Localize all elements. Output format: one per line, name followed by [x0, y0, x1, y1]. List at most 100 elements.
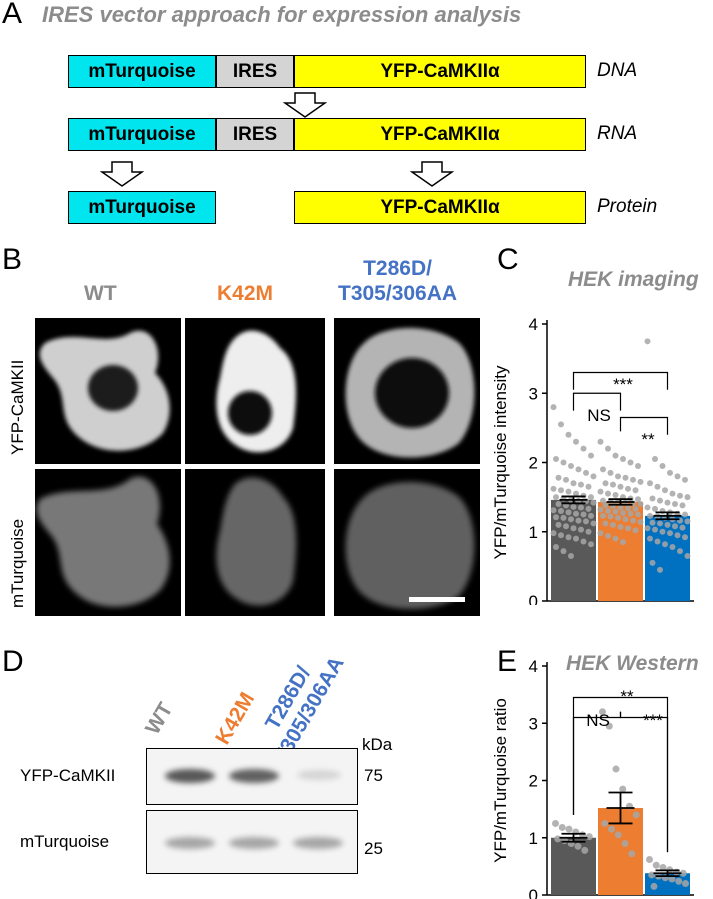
- chart-hek-imaging: YFP/mTurquoise intensity 0 1 2 3 4 ***NS **: [491, 315, 694, 605]
- panel-a-title: IRES vector approach for expression anal…: [42, 2, 522, 27]
- blot-yfp: [146, 748, 358, 805]
- segment-ires: IRES: [216, 118, 294, 151]
- data-point: [675, 877, 683, 885]
- data-point: [605, 507, 611, 514]
- data-point: [669, 490, 676, 497]
- data-point: [615, 514, 621, 521]
- significance-label: ***: [643, 711, 663, 730]
- segment-mturquoise: mTurquoise: [68, 191, 216, 224]
- data-point: [573, 535, 579, 542]
- data-point: [588, 452, 594, 459]
- y-tick-label: 3: [529, 384, 538, 403]
- data-point: [644, 338, 651, 345]
- blot-label-yfp: YFP-CaMKII: [20, 766, 116, 785]
- data-point: [652, 861, 660, 869]
- data-point: [597, 506, 604, 513]
- data-point: [605, 722, 613, 730]
- data-point: [605, 445, 611, 452]
- data-point: [560, 514, 567, 521]
- segment-mturquoise: mTurquoise: [68, 55, 216, 88]
- data-point: [625, 485, 631, 492]
- data-point: [578, 504, 584, 511]
- data-point: [662, 541, 668, 548]
- y-tick-label: 3: [529, 714, 538, 733]
- data-point: [608, 825, 615, 833]
- data-point: [590, 499, 597, 506]
- data-point: [667, 469, 673, 476]
- data-point: [635, 511, 641, 518]
- data-point: [599, 708, 606, 716]
- row-label-protein: Protein: [597, 196, 658, 217]
- data-point: [578, 481, 584, 488]
- data-point: [625, 525, 631, 532]
- data-point: [617, 483, 624, 490]
- data-point: [632, 811, 640, 819]
- data-point: [649, 495, 656, 502]
- panel-d-lane-wt: WT: [141, 698, 178, 739]
- data-point: [657, 520, 663, 527]
- arrow-down-icon: [100, 161, 144, 187]
- data-point: [646, 856, 653, 864]
- data-point: [553, 514, 559, 521]
- data-point: [622, 516, 629, 523]
- data-point: [657, 566, 663, 573]
- data-point: [632, 487, 639, 494]
- y-tick-label: 4: [529, 315, 538, 334]
- data-point: [580, 445, 587, 452]
- data-point: [672, 523, 678, 530]
- data-point: [614, 831, 622, 839]
- arrow-down-icon: [283, 92, 327, 118]
- significance-label: ***: [613, 375, 633, 394]
- data-point: [558, 823, 566, 831]
- data-point: [684, 518, 691, 525]
- data-point: [602, 480, 609, 487]
- data-point: [568, 462, 574, 469]
- data-point: [553, 456, 559, 463]
- significance-bracket: [572, 392, 622, 411]
- data-point: [654, 483, 661, 490]
- y-tick-label: 1: [529, 829, 538, 848]
- data-point: [657, 497, 663, 504]
- data-point: [552, 819, 559, 827]
- data-point: [602, 520, 609, 527]
- data-point: [555, 501, 562, 508]
- y-axis-label: YFP/mTurquoise intensity: [491, 365, 510, 559]
- data-point: [565, 488, 572, 495]
- data-point: [570, 503, 577, 510]
- data-point: [597, 438, 604, 445]
- data-point: [684, 552, 691, 559]
- data-point: [659, 462, 666, 469]
- data-point: [563, 476, 569, 483]
- data-point: [568, 516, 574, 523]
- data-point: [679, 502, 686, 509]
- data-point: [667, 530, 673, 537]
- data-point: [600, 497, 606, 504]
- data-point: [558, 507, 564, 514]
- data-point: [555, 521, 562, 528]
- segment-ires: IRES: [216, 55, 294, 88]
- blot-band-yfp-k42m: [229, 769, 279, 783]
- data-point: [637, 519, 644, 526]
- data-point: [607, 469, 614, 476]
- data-point: [632, 527, 639, 534]
- data-point: [585, 483, 592, 490]
- data-point: [563, 523, 569, 530]
- data-point: [570, 525, 577, 532]
- panel-b-label-k42m: K42M: [217, 282, 274, 305]
- blot-band-yfp-wt: [165, 769, 215, 783]
- data-point: [612, 765, 620, 773]
- data-point: [628, 850, 636, 858]
- data-point: [585, 528, 592, 535]
- data-point: [575, 466, 582, 473]
- data-point: [682, 511, 688, 518]
- micrograph-wt-yfp: [35, 318, 181, 464]
- data-point: [550, 404, 557, 411]
- panel-b-letter: B: [2, 243, 23, 276]
- blot-band-mt-mutant: [293, 837, 343, 849]
- blot-marker-25: 25: [364, 839, 383, 858]
- data-point: [635, 496, 641, 503]
- data-point: [612, 508, 619, 515]
- data-point: [550, 530, 557, 537]
- data-point: [605, 490, 611, 497]
- data-point: [630, 476, 636, 483]
